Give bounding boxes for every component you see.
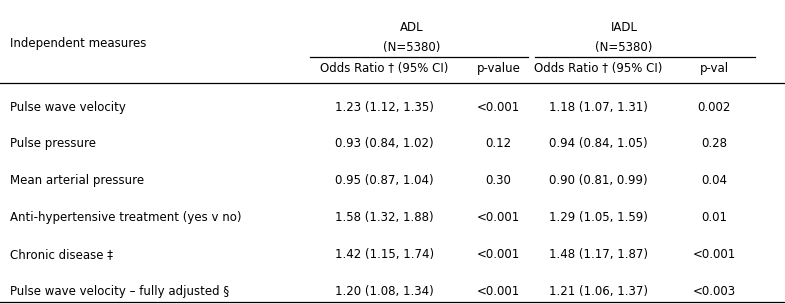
Text: 1.23 (1.12, 1.35): 1.23 (1.12, 1.35) — [335, 101, 434, 113]
Text: 0.002: 0.002 — [698, 101, 731, 113]
Text: 0.93 (0.84, 1.02): 0.93 (0.84, 1.02) — [335, 137, 434, 150]
Text: 0.01: 0.01 — [701, 211, 728, 224]
Text: 1.48 (1.17, 1.87): 1.48 (1.17, 1.87) — [549, 248, 648, 261]
Text: 0.94 (0.84, 1.05): 0.94 (0.84, 1.05) — [549, 137, 648, 150]
Text: Pulse pressure: Pulse pressure — [10, 137, 97, 150]
Text: 1.18 (1.07, 1.31): 1.18 (1.07, 1.31) — [549, 101, 648, 113]
Text: ADL: ADL — [400, 21, 424, 34]
Text: p-value: p-value — [476, 62, 520, 75]
Text: Odds Ratio † (95% CI): Odds Ratio † (95% CI) — [534, 62, 663, 75]
Text: 0.30: 0.30 — [486, 174, 511, 187]
Text: Anti-hypertensive treatment (yes v no): Anti-hypertensive treatment (yes v no) — [10, 211, 242, 224]
Text: <0.001: <0.001 — [476, 248, 520, 261]
Text: Pulse wave velocity: Pulse wave velocity — [10, 101, 126, 113]
Text: Pulse wave velocity – fully adjusted §: Pulse wave velocity – fully adjusted § — [10, 285, 229, 298]
Text: Odds Ratio † (95% CI): Odds Ratio † (95% CI) — [320, 62, 449, 75]
Text: 1.20 (1.08, 1.34): 1.20 (1.08, 1.34) — [335, 285, 434, 298]
Text: IADL: IADL — [611, 21, 637, 34]
Text: <0.001: <0.001 — [476, 211, 520, 224]
Text: Chronic disease ‡: Chronic disease ‡ — [10, 248, 113, 261]
Text: 1.42 (1.15, 1.74): 1.42 (1.15, 1.74) — [335, 248, 434, 261]
Text: 1.29 (1.05, 1.59): 1.29 (1.05, 1.59) — [549, 211, 648, 224]
Text: 0.95 (0.87, 1.04): 0.95 (0.87, 1.04) — [335, 174, 434, 187]
Text: 0.12: 0.12 — [485, 137, 512, 150]
Text: <0.001: <0.001 — [476, 101, 520, 113]
Text: <0.001: <0.001 — [476, 285, 520, 298]
Text: 0.90 (0.81, 0.99): 0.90 (0.81, 0.99) — [549, 174, 648, 187]
Text: Independent measures: Independent measures — [10, 37, 147, 50]
Text: (N=5380): (N=5380) — [383, 41, 441, 54]
Text: 1.58 (1.32, 1.88): 1.58 (1.32, 1.88) — [335, 211, 434, 224]
Text: Mean arterial pressure: Mean arterial pressure — [10, 174, 144, 187]
Text: 1.21 (1.06, 1.37): 1.21 (1.06, 1.37) — [549, 285, 648, 298]
Text: 0.04: 0.04 — [701, 174, 728, 187]
Text: <0.003: <0.003 — [693, 285, 736, 298]
Text: (N=5380): (N=5380) — [595, 41, 653, 54]
Text: <0.001: <0.001 — [692, 248, 736, 261]
Text: 0.28: 0.28 — [701, 137, 728, 150]
Text: p-val: p-val — [699, 62, 729, 75]
